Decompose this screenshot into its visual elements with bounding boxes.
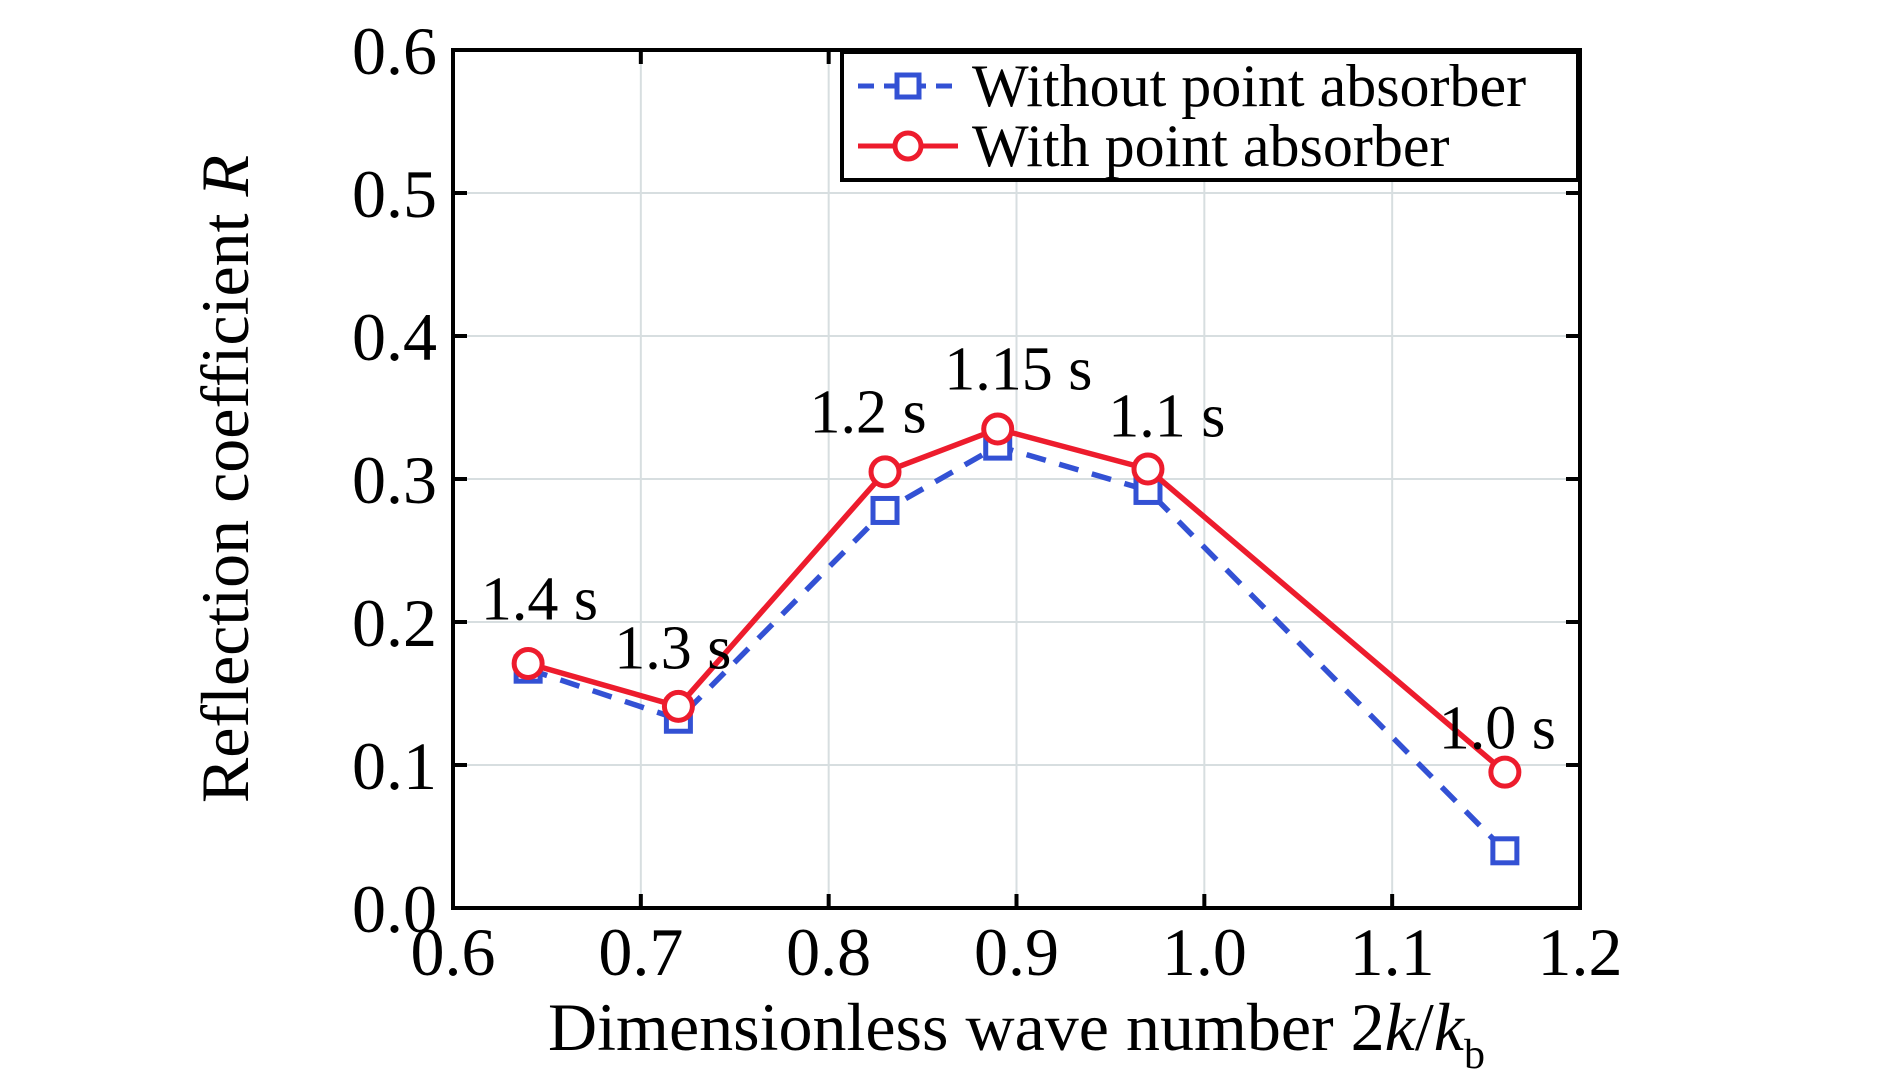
annotations: 1.4 s1.3 s 1.2 s1.15 s1.1 s 1.0 s bbox=[481, 335, 1556, 762]
annotation-label: 1.0 s bbox=[1439, 694, 1556, 762]
legend-square-marker bbox=[894, 72, 922, 100]
circle-marker bbox=[1131, 452, 1165, 486]
y-tick-label: 0.2 bbox=[352, 585, 437, 661]
dashed-line-square-marker-icon bbox=[858, 72, 958, 100]
y-tick-label: 0.6 bbox=[352, 13, 437, 89]
series-with-point-absorber bbox=[511, 412, 1522, 789]
legend-label-without-point-absorber: Without point absorber bbox=[972, 53, 1527, 119]
circle-marker bbox=[1488, 755, 1522, 789]
square-marker bbox=[1490, 836, 1520, 866]
annotation-label: 1.1 s bbox=[1108, 383, 1225, 451]
legend-label-with-point-absorber: With point absorber bbox=[972, 113, 1450, 179]
y-axis-title: Reflection coefficient R bbox=[187, 155, 263, 803]
x-tick-label: 1.2 bbox=[1538, 914, 1623, 990]
axis-label-part: / bbox=[1415, 989, 1434, 1065]
x-tick-label: 0.9 bbox=[974, 914, 1059, 990]
axis-label-part: b bbox=[1464, 1032, 1485, 1078]
axis-label-part: k bbox=[1385, 989, 1417, 1065]
y-tick-label: 0.4 bbox=[352, 299, 437, 375]
legend: Without point absorber With point absorb… bbox=[840, 50, 1580, 182]
circle-marker bbox=[868, 455, 902, 489]
legend-entry-without-point-absorber: Without point absorber bbox=[856, 56, 1572, 116]
x-tick-label: 1.1 bbox=[1350, 914, 1435, 990]
x-tick-label: 0.6 bbox=[411, 914, 496, 990]
y-tick-label: 0.5 bbox=[352, 156, 437, 232]
annotation-label: 1.15 s bbox=[944, 335, 1092, 403]
y-tick-label: 0.3 bbox=[352, 442, 437, 518]
y-tick-label: 0.0 bbox=[352, 871, 437, 947]
gridlines bbox=[453, 50, 1580, 908]
square-marker bbox=[870, 495, 900, 525]
annotation-label: 1.4 s bbox=[481, 566, 598, 634]
x-tick-labels: 0.6 0.7 0.8 0.9 1.0 1.1 1.2 bbox=[411, 914, 1623, 990]
x-tick-label: 1.0 bbox=[1162, 914, 1247, 990]
circle-marker bbox=[511, 646, 545, 680]
axis-label-part: Reflection coefficient bbox=[187, 196, 263, 803]
axis-label-part: R bbox=[187, 155, 263, 198]
axis-label-part: k bbox=[1434, 989, 1466, 1065]
legend-circle-marker bbox=[892, 130, 924, 162]
data-line bbox=[527, 443, 1507, 853]
solid-line-circle-marker-icon bbox=[858, 130, 958, 162]
x-tick-label: 0.7 bbox=[598, 914, 683, 990]
y-tick-labels: 0.0 0.1 0.2 0.3 0.4 0.5 0.6 bbox=[352, 13, 437, 947]
axis-label-part: Dimensionless wave number 2 bbox=[548, 989, 1385, 1065]
data-line bbox=[527, 426, 1507, 775]
annotation-label: 1.2 s bbox=[810, 378, 927, 446]
circle-marker bbox=[981, 412, 1015, 446]
x-axis-title: Dimensionless wave number 2k/kb bbox=[548, 989, 1485, 1078]
y-tick-label: 0.1 bbox=[352, 728, 437, 804]
annotation-label: 1.3 s bbox=[614, 614, 731, 682]
legend-entry-with-point-absorber: With point absorber bbox=[856, 116, 1572, 176]
x-tick-label: 0.8 bbox=[786, 914, 871, 990]
circle-marker bbox=[661, 689, 695, 723]
